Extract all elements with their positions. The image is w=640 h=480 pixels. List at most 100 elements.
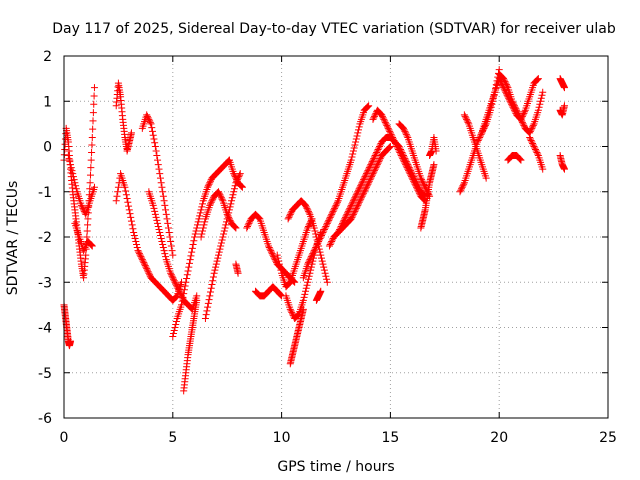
data-point xyxy=(238,182,246,190)
data-point xyxy=(356,183,364,191)
data-point xyxy=(361,186,369,194)
data-point xyxy=(513,106,521,114)
data-point xyxy=(420,195,428,203)
data-point xyxy=(382,120,390,128)
data-point xyxy=(511,103,519,111)
data-point xyxy=(347,156,355,164)
data-point xyxy=(310,247,318,255)
data-point xyxy=(225,157,233,165)
data-point xyxy=(151,139,159,147)
data-point xyxy=(254,213,262,221)
data-point xyxy=(316,235,324,243)
data-point xyxy=(234,269,242,277)
data-point xyxy=(405,168,413,176)
data-point xyxy=(217,239,225,247)
data-point xyxy=(84,221,92,229)
data-point xyxy=(373,162,381,170)
data-point xyxy=(90,100,98,108)
data-point xyxy=(539,88,547,96)
data-point xyxy=(370,114,378,122)
data-point xyxy=(344,207,352,215)
data-point xyxy=(410,179,418,187)
data-point xyxy=(362,183,370,191)
data-point xyxy=(407,173,415,181)
data-point xyxy=(205,180,213,188)
data-point xyxy=(363,103,371,111)
data-point xyxy=(170,277,178,285)
data-point xyxy=(199,224,207,232)
data-point xyxy=(312,230,320,238)
data-point xyxy=(201,218,209,226)
data-point xyxy=(305,209,313,217)
data-point xyxy=(228,194,236,202)
data-point xyxy=(197,233,205,241)
data-point xyxy=(502,81,510,89)
y-tick-label: -2 xyxy=(38,230,52,246)
data-point xyxy=(176,289,184,297)
data-point xyxy=(362,170,370,178)
data-point xyxy=(529,123,537,131)
data-point xyxy=(535,103,543,111)
data-point xyxy=(302,203,310,211)
data-point xyxy=(331,204,339,212)
data-point xyxy=(322,222,330,230)
data-point xyxy=(306,256,314,264)
data-point xyxy=(521,108,529,116)
data-point xyxy=(357,180,365,188)
data-point xyxy=(344,209,352,217)
data-point xyxy=(365,165,373,173)
data-point xyxy=(192,227,200,235)
data-point xyxy=(223,215,231,223)
data-point xyxy=(164,224,172,232)
data-point xyxy=(90,84,98,92)
data-point xyxy=(207,284,215,292)
data-point xyxy=(534,75,542,83)
data-point xyxy=(66,158,74,166)
data-point xyxy=(378,111,386,119)
data-point xyxy=(212,263,220,271)
data-point xyxy=(386,127,394,135)
data-point xyxy=(275,260,283,268)
data-point xyxy=(156,174,164,182)
data-point xyxy=(180,286,188,294)
data-point xyxy=(216,245,224,253)
data-point xyxy=(169,333,177,341)
data-point xyxy=(420,180,428,188)
data-point xyxy=(125,206,133,214)
data-point xyxy=(232,224,240,232)
data-point xyxy=(527,126,535,134)
data-point xyxy=(346,204,354,212)
data-point xyxy=(273,251,281,259)
data-point xyxy=(500,76,508,84)
data-point xyxy=(302,287,310,295)
data-point xyxy=(67,337,75,345)
data-point xyxy=(353,189,361,197)
data-point xyxy=(317,254,325,262)
data-point xyxy=(154,161,162,169)
data-point xyxy=(418,177,426,185)
data-point xyxy=(230,171,238,179)
data-point xyxy=(328,236,336,244)
data-point xyxy=(255,214,263,222)
data-point xyxy=(369,156,377,164)
data-point xyxy=(368,158,376,166)
data-point xyxy=(167,269,175,277)
data-point xyxy=(560,165,568,173)
data-point xyxy=(360,176,368,184)
data-point xyxy=(188,305,196,313)
data-point xyxy=(270,253,278,261)
data-point xyxy=(460,111,468,119)
data-point xyxy=(90,92,98,100)
data-point xyxy=(274,254,282,262)
data-point xyxy=(366,176,374,184)
data-point xyxy=(165,228,173,236)
data-point xyxy=(528,124,536,132)
data-point xyxy=(349,198,357,206)
data-point xyxy=(127,213,135,221)
data-point xyxy=(236,170,244,178)
data-point xyxy=(389,133,397,141)
data-point xyxy=(150,135,158,143)
data-point xyxy=(218,195,226,203)
data-point xyxy=(367,161,375,169)
data-point xyxy=(352,138,360,146)
